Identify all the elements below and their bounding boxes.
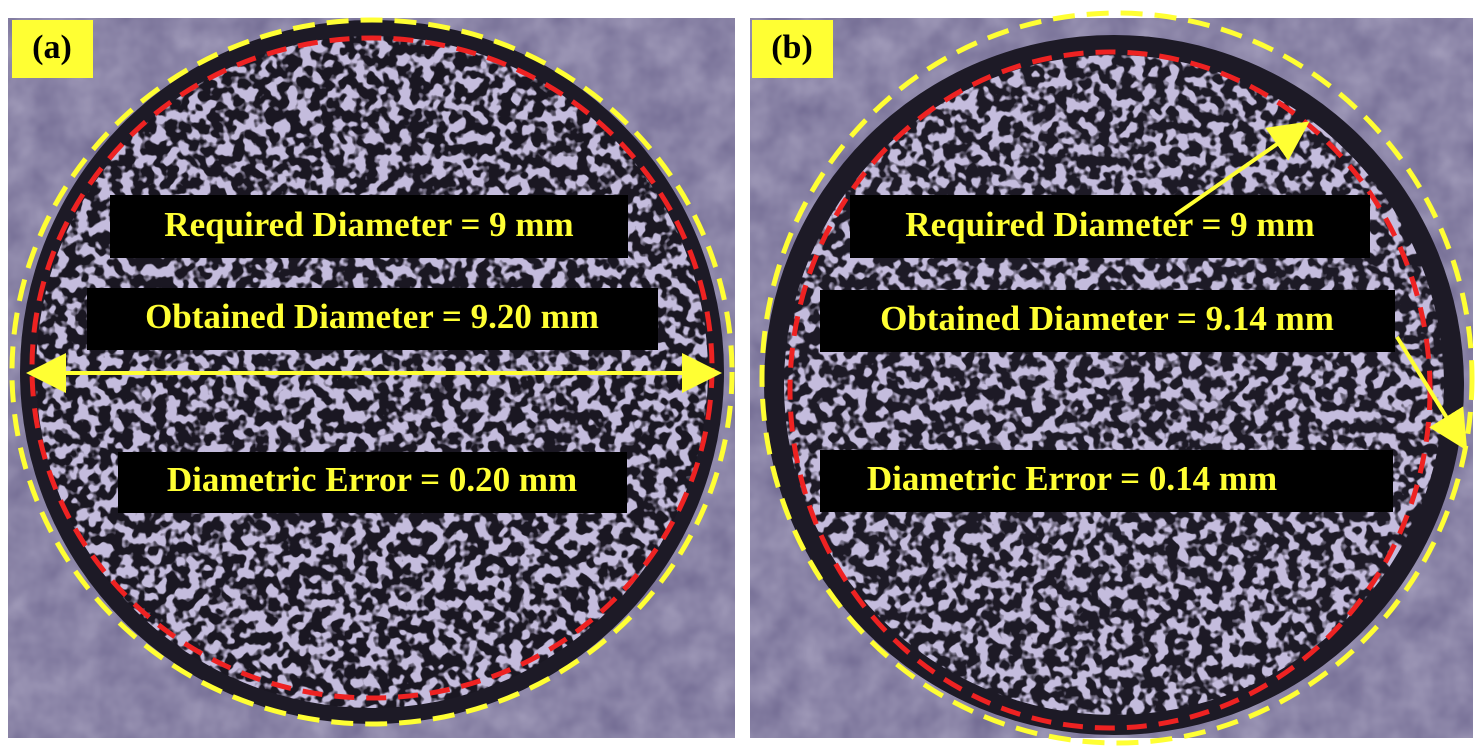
panel-label: (b) [771,29,813,66]
diametric-error: Diametric Error = 0.14 mm [867,459,1277,498]
required-diameter: Required Diameter = 9 mm [164,205,573,244]
obtained-diameter: Obtained Diameter = 9.14 mm [880,299,1334,338]
diametric-error: Diametric Error = 0.20 mm [167,460,577,499]
panel-a: (a) Required Diameter = 9 mm Obtained Di… [8,17,735,738]
panel-label: (a) [32,29,72,66]
required-diameter: Required Diameter = 9 mm [905,205,1314,244]
obtained-diameter: Obtained Diameter = 9.20 mm [145,297,599,336]
panel-b: (b) Required Diameter = 9 mm Obtained Di… [750,10,1475,746]
